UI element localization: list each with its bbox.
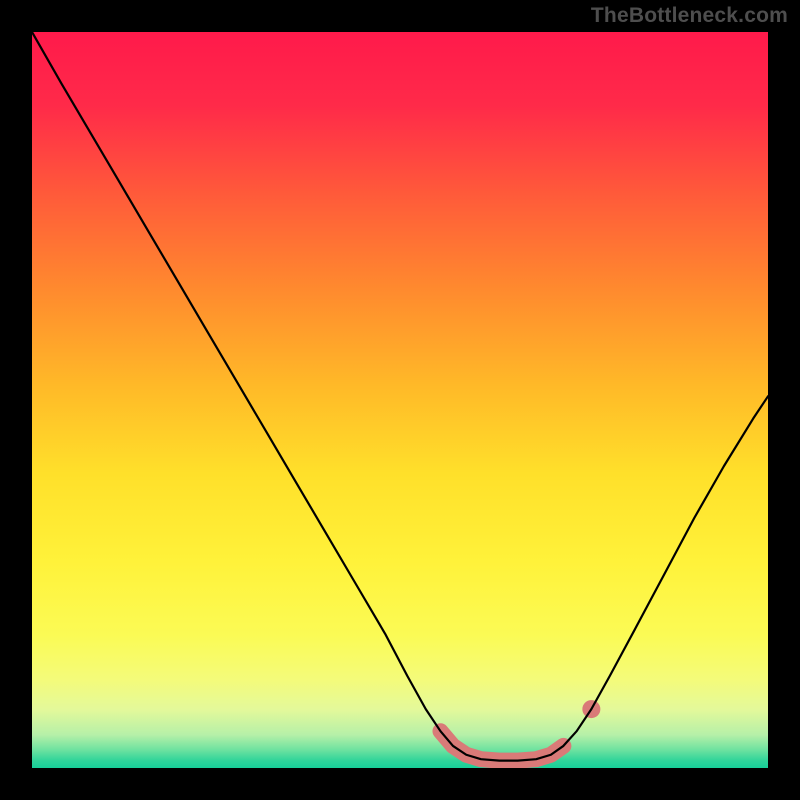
- plot-svg: [32, 32, 768, 768]
- gradient-background: [32, 32, 768, 768]
- plot-area: [32, 32, 768, 768]
- watermark-text: TheBottleneck.com: [591, 4, 788, 28]
- chart-stage: TheBottleneck.com: [0, 0, 800, 800]
